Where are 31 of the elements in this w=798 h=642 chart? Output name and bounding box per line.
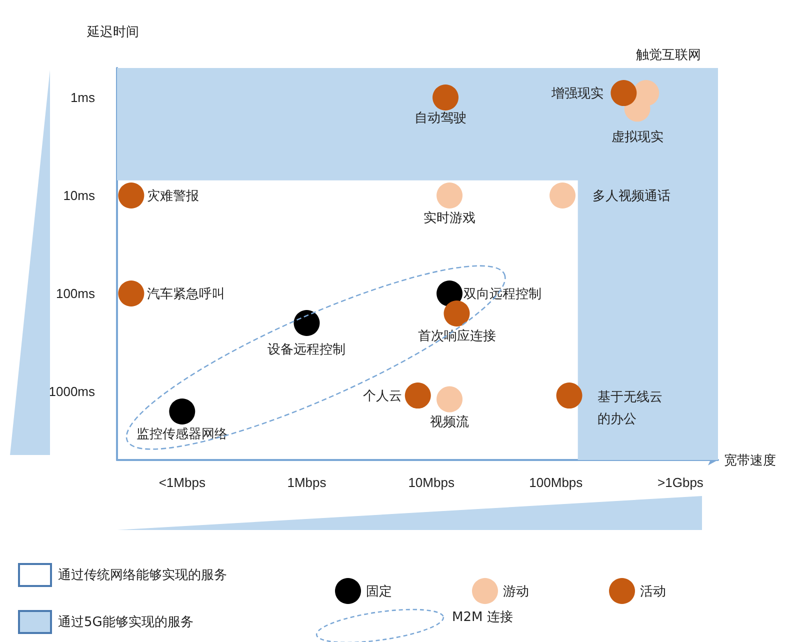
- y-tick-label: 10ms: [63, 188, 96, 203]
- x-axis-title: 宽带速度: [724, 452, 776, 468]
- annotation: 设备远程控制: [268, 342, 346, 356]
- legend-label: 通过5G能够实现的服务: [58, 614, 194, 631]
- annotation: 视频流: [430, 414, 470, 429]
- text: 触觉互联网: [636, 47, 701, 62]
- legend-label: 固定: [366, 584, 392, 598]
- annotation: 首次响应连接: [418, 328, 496, 344]
- x-tick-label: 1Mbps: [287, 475, 327, 490]
- y-axis-title: 延迟时间: [86, 24, 139, 39]
- annotation: 实时游戏: [424, 210, 476, 225]
- annotation: 多人视频通话: [592, 188, 671, 203]
- annotation: 汽车紧急呼叫: [147, 286, 226, 301]
- annotation: 个人云: [362, 388, 402, 404]
- annotation: 虚拟现实: [611, 129, 664, 144]
- legend-label: 游动: [503, 584, 529, 598]
- y-tick-label: 100ms: [56, 286, 96, 301]
- annotation: 灾难警报: [147, 188, 200, 203]
- legend-label: 活动: [640, 584, 666, 598]
- annotation: 自动驾驶: [414, 110, 467, 125]
- x-tick-label: <1Mbps: [158, 475, 206, 490]
- annotation: 基于无线云的办公: [597, 389, 662, 426]
- annotation: 增强现实: [550, 86, 604, 101]
- text: 通过传统网络能够实现的服务: [58, 567, 227, 584]
- x-tick-label: 100Mbps: [529, 475, 584, 490]
- x-tick-label: >1Gbps: [658, 475, 704, 490]
- text: M2M 连接: [452, 609, 513, 626]
- annotation: 监控传感器网络: [136, 426, 228, 442]
- y-tick-label: 1000ms: [48, 384, 96, 399]
- x-tick-label: 10Mbps: [408, 475, 455, 490]
- y-tick-label: 1ms: [70, 90, 96, 105]
